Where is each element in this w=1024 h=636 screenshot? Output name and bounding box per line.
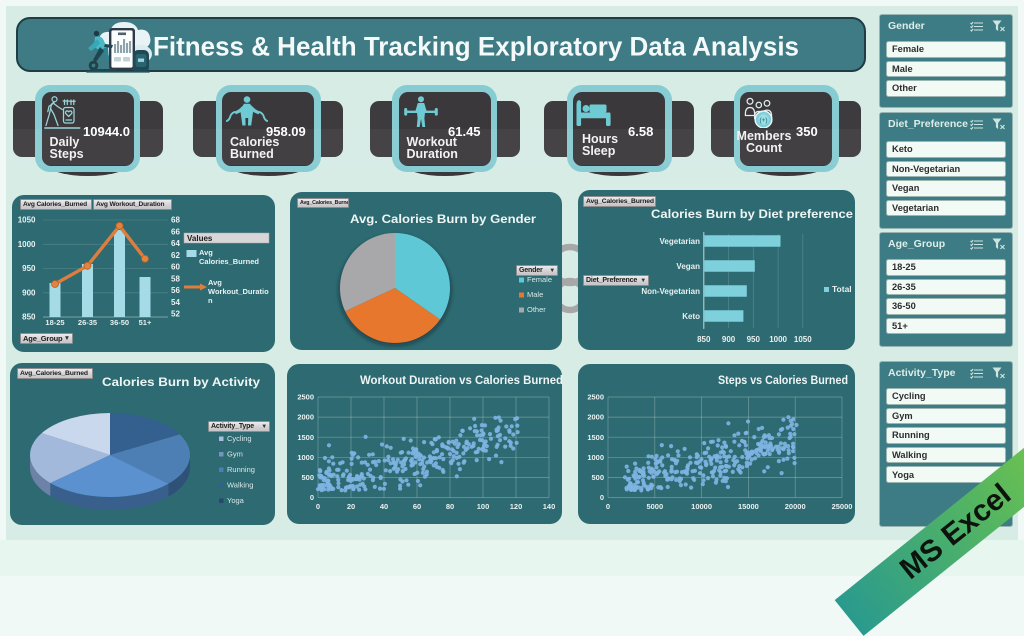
svg-text:850: 850	[697, 335, 711, 344]
svg-text:Avg: Avg	[208, 278, 222, 287]
svg-text:20000: 20000	[785, 502, 806, 511]
svg-text:1500: 1500	[297, 433, 314, 442]
svg-text:(+): (+)	[759, 117, 767, 124]
svg-text:Vegan: Vegan	[676, 262, 700, 271]
svg-text:62: 62	[171, 251, 180, 260]
svg-text:64: 64	[171, 239, 180, 248]
svg-text:15000: 15000	[738, 502, 759, 511]
svg-text:0: 0	[606, 502, 610, 511]
svg-text:2000: 2000	[297, 413, 314, 422]
svg-text:500: 500	[301, 473, 314, 482]
svg-text:26-35: 26-35	[78, 318, 97, 327]
svg-text:500: 500	[591, 473, 604, 482]
svg-text:1050: 1050	[18, 216, 36, 225]
svg-text:Steps vs Calories Burned: Steps vs Calories Burned	[718, 374, 848, 387]
svg-text:950: 950	[747, 335, 761, 344]
svg-text:Running: Running	[227, 465, 255, 474]
svg-text:Gym: Gym	[227, 450, 243, 459]
svg-text:1000: 1000	[297, 453, 314, 462]
svg-text:Fitness & Health Tracking Expl: Fitness & Health Tracking Exploratory Da…	[153, 32, 799, 62]
svg-text:Calories Burn by Activity: Calories Burn by Activity	[102, 376, 261, 389]
svg-text:56: 56	[171, 286, 180, 295]
svg-text:Non-Vegetarian: Non-Vegetarian	[641, 287, 700, 296]
svg-text:Male: Male	[527, 290, 543, 299]
svg-text:1050: 1050	[794, 335, 812, 344]
svg-text:Total: Total	[832, 284, 852, 294]
svg-text:10000: 10000	[691, 502, 712, 511]
svg-text:5000: 5000	[646, 502, 663, 511]
svg-text:Workout_Duratio: Workout_Duratio	[208, 287, 269, 296]
svg-text:0: 0	[600, 493, 604, 502]
svg-text:Avg: Avg	[199, 248, 213, 257]
svg-text:1000: 1000	[587, 453, 604, 462]
svg-text:140: 140	[543, 502, 556, 511]
svg-text:1500: 1500	[587, 433, 604, 442]
svg-text:900: 900	[722, 335, 736, 344]
svg-text:1000: 1000	[769, 335, 787, 344]
svg-text:Calories Burn by Diet preferen: Calories Burn by Diet preference	[651, 208, 854, 221]
svg-text:51+: 51+	[139, 318, 152, 327]
svg-text:900: 900	[22, 288, 36, 297]
svg-text:0: 0	[310, 493, 314, 502]
svg-text:68: 68	[171, 216, 180, 225]
svg-text:0: 0	[316, 502, 320, 511]
svg-text:Keto: Keto	[682, 312, 700, 321]
svg-text:850: 850	[22, 313, 36, 322]
svg-text:Other: Other	[527, 305, 546, 314]
svg-text:Yoga: Yoga	[227, 496, 245, 505]
svg-text:54: 54	[171, 298, 180, 307]
svg-text:n: n	[208, 296, 213, 305]
svg-text:36-50: 36-50	[110, 318, 129, 327]
svg-text:100: 100	[477, 502, 490, 511]
svg-text:Calories_Burned: Calories_Burned	[199, 257, 259, 266]
svg-text:25000: 25000	[832, 502, 853, 511]
svg-text:Workout Duration vs Calories B: Workout Duration vs Calories Burned	[360, 374, 562, 387]
svg-text:1000: 1000	[18, 240, 36, 249]
svg-text:Cycling: Cycling	[227, 434, 252, 443]
svg-text:Female: Female	[527, 275, 552, 284]
svg-text:60: 60	[413, 502, 421, 511]
svg-text:Walking: Walking	[227, 481, 253, 490]
svg-text:Avg. Calories Burn by Gender: Avg. Calories Burn by Gender	[350, 213, 537, 226]
svg-text:60: 60	[171, 263, 180, 272]
svg-text:58: 58	[171, 274, 180, 283]
svg-text:Values: Values	[187, 234, 213, 243]
svg-text:950: 950	[22, 264, 36, 273]
svg-text:52: 52	[171, 310, 180, 319]
svg-text:120: 120	[510, 502, 523, 511]
svg-text:2500: 2500	[587, 393, 604, 402]
svg-text:40: 40	[380, 502, 388, 511]
svg-text:18-25: 18-25	[45, 318, 64, 327]
svg-text:2500: 2500	[297, 393, 314, 402]
svg-text:66: 66	[171, 227, 180, 236]
svg-text:20: 20	[347, 502, 355, 511]
svg-text:2000: 2000	[587, 413, 604, 422]
svg-text:Vegetarian: Vegetarian	[660, 237, 701, 246]
svg-text:80: 80	[446, 502, 454, 511]
